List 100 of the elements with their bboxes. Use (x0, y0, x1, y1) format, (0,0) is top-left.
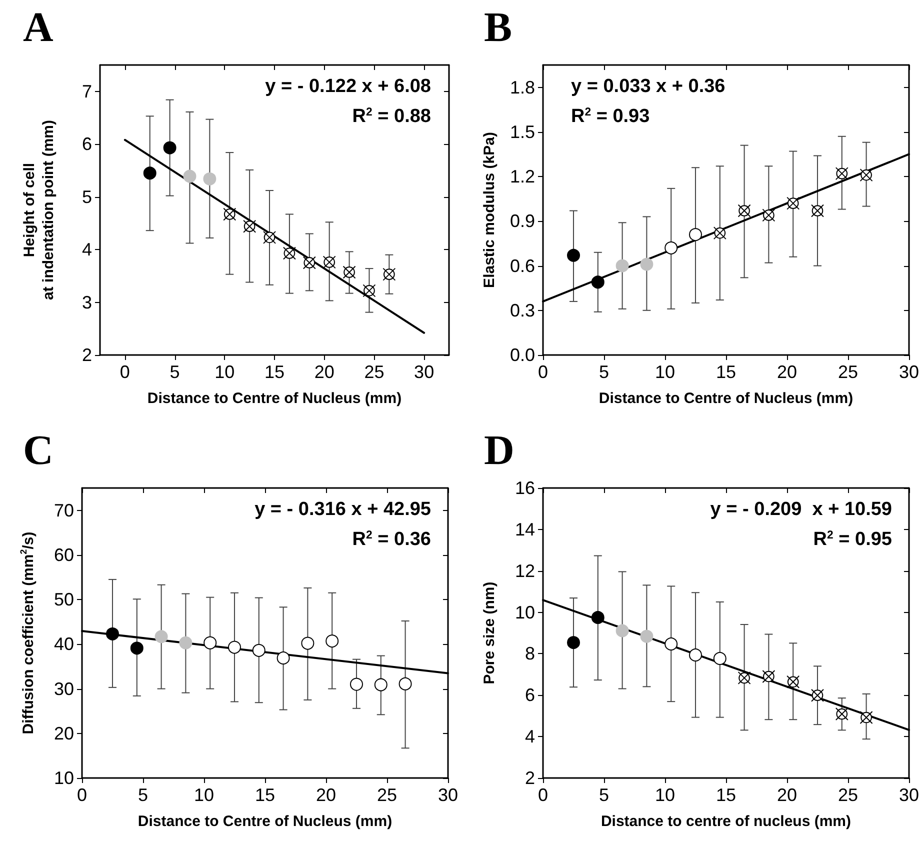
x-tick-label: 20 (776, 785, 798, 805)
point (591, 610, 604, 624)
annotation: y = 0.033 x + 0.36 (571, 76, 726, 97)
point (350, 678, 363, 691)
point (326, 634, 339, 648)
x-axis-title: Distance to Centre of Nucleus (mm) (598, 390, 854, 407)
x-tick-label: 15 (716, 785, 736, 805)
point (322, 256, 336, 269)
point (282, 246, 296, 260)
point (567, 636, 580, 650)
x-axis-title: Distance to Centre of Nucleus (mm) (138, 813, 392, 830)
point (143, 166, 156, 180)
point (640, 630, 654, 643)
point (567, 248, 580, 262)
x-tick-label: 25 (838, 362, 858, 382)
annotation: y = - 0.316 x + 42.95 (254, 499, 432, 520)
point (835, 707, 848, 720)
point (203, 172, 216, 186)
y-tick-label: 1.8 (510, 77, 535, 98)
point (738, 204, 751, 218)
x-tick-label: 10 (194, 785, 214, 805)
point (374, 678, 388, 692)
x-axis-title: Distance to Centre of Nucleus (mm) (147, 390, 402, 407)
point (223, 208, 236, 221)
y-tick-label: 4 (82, 240, 92, 260)
x-tick-label: 30 (898, 785, 920, 805)
point (183, 170, 196, 183)
point (860, 168, 873, 182)
y-tick-label: 16 (514, 478, 535, 498)
x-tick-label: 30 (898, 362, 920, 382)
y-tick-label: 8 (524, 644, 535, 664)
chart-title: C (23, 428, 54, 474)
y-tick-label: 0.6 (510, 256, 535, 276)
point (398, 677, 412, 690)
point (302, 256, 316, 270)
point (301, 636, 314, 650)
point (762, 208, 776, 222)
x-tick-label: 5 (598, 362, 610, 382)
y-tick-label: 20 (54, 723, 74, 744)
y-axis-title: Elastic modulus (kPa) (481, 132, 498, 288)
point (163, 141, 176, 154)
annotation: y = - 0.209 x + 10.59 (710, 499, 892, 520)
x-tick-label: 15 (254, 785, 276, 805)
point (243, 220, 256, 233)
x-tick-label: 5 (598, 785, 610, 805)
point (689, 648, 702, 662)
point (689, 228, 702, 242)
y-tick-label: 0.0 (510, 345, 535, 365)
x-tick-label: 10 (654, 785, 676, 805)
point (263, 230, 276, 244)
y-tick-label: 50 (54, 590, 74, 610)
point (810, 204, 824, 218)
y-tick-label: 2 (82, 345, 92, 365)
y-tick-label: 0.3 (510, 300, 535, 320)
y-axis-title: Pore size (nm) (481, 582, 498, 684)
y-tick-label: 3 (82, 292, 92, 312)
x-tick-label: 15 (264, 362, 285, 382)
chart-title: A (23, 5, 54, 51)
point (179, 636, 192, 650)
point (382, 268, 396, 281)
point (640, 258, 654, 271)
chart-title: D (484, 428, 514, 474)
x-tick-label: 0 (538, 362, 548, 382)
y-tick-label: 14 (514, 519, 535, 540)
y-tick-label: 70 (54, 500, 74, 520)
x-tick-label: 25 (838, 785, 858, 805)
point (835, 167, 848, 180)
y-tick-label: 6 (82, 134, 92, 154)
x-axis-title: Distance to centre of nucleus (mm) (600, 813, 852, 830)
y-tick-label: 60 (54, 544, 74, 565)
y-tick-label: 5 (82, 186, 92, 207)
y-axis-title: Height of cell at indentation point (mm) (21, 120, 57, 300)
y-axis-title: Diffusion coefficient (mm2/s) (18, 532, 37, 734)
y-tick-label: 1.2 (510, 166, 535, 187)
y-tick-label: 1.5 (510, 122, 535, 142)
point (738, 671, 751, 684)
y-tick-label: 7 (82, 81, 92, 102)
point (276, 651, 290, 664)
x-tick-label: 0 (120, 362, 130, 382)
point (810, 688, 824, 702)
x-tick-label: 10 (654, 362, 676, 382)
x-tick-label: 30 (414, 362, 434, 382)
x-tick-label: 20 (316, 785, 336, 805)
point (713, 226, 726, 240)
y-tick-label: 10 (54, 768, 74, 788)
point (786, 675, 800, 688)
x-tick-label: 10 (214, 362, 235, 382)
x-tick-label: 15 (716, 362, 736, 382)
x-tick-label: 20 (776, 362, 798, 382)
point (762, 670, 776, 683)
point (106, 627, 119, 640)
y-tick-label: 30 (54, 678, 74, 699)
x-tick-label: 30 (438, 785, 458, 805)
point (664, 241, 678, 254)
point (362, 284, 376, 298)
y-tick-label: 6 (524, 685, 535, 706)
point (713, 652, 726, 665)
y-tick-label: 2 (524, 768, 535, 788)
point (786, 196, 800, 210)
y-tick-label: 0.9 (510, 211, 535, 232)
